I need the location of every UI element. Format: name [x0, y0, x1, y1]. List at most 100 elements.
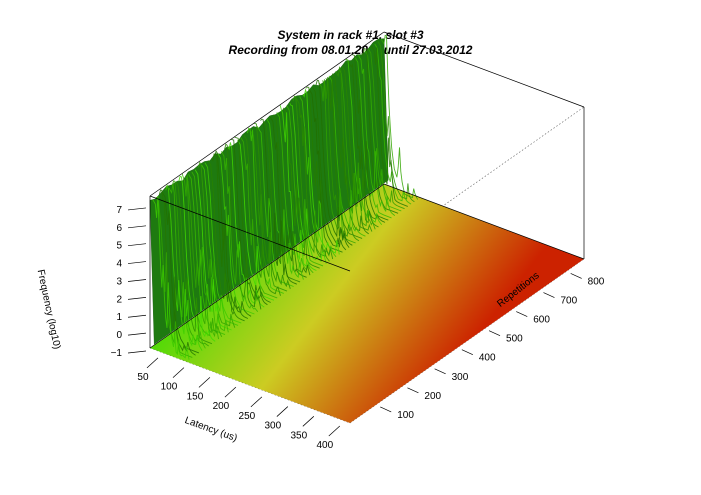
surface-ridge	[328, 75, 366, 237]
surface-ridge	[175, 182, 213, 345]
surface-ridge	[168, 184, 206, 349]
box-edge	[383, 183, 585, 260]
y-tick-label: 700	[560, 296, 577, 307]
box-front-edges	[149, 31, 585, 349]
z-tick-label: 6	[116, 223, 122, 234]
surface-ridge	[263, 121, 301, 283]
surface-ridge	[292, 95, 330, 262]
surface-ridge	[260, 118, 297, 285]
surface-ridge	[286, 105, 324, 267]
surface-ridge	[266, 119, 304, 280]
surface-ridge	[214, 149, 252, 317]
surface-ridge	[364, 50, 402, 212]
surface-ridge	[152, 195, 190, 360]
x-axis: 50 100 150 200 250 300 350 400	[137, 357, 341, 451]
x-tick	[146, 357, 159, 369]
z-tick	[127, 332, 147, 336]
z-tick	[127, 207, 147, 211]
z-tick-label: −1	[111, 348, 123, 359]
y-tick	[516, 311, 528, 317]
surface-ridge	[217, 153, 255, 315]
surface-ridge	[220, 151, 259, 312]
z-tick	[127, 297, 147, 300]
surface-floor	[150, 184, 584, 423]
surface-ridge	[318, 79, 356, 244]
surface-ridge	[197, 161, 236, 328]
box-edge-dotted	[349, 258, 585, 424]
x-tick-label: 150	[187, 391, 204, 402]
y-tick	[461, 349, 473, 356]
box-edge	[149, 195, 351, 272]
x-tick-label: 400	[316, 440, 333, 451]
surface-ridge	[345, 58, 383, 225]
y-tick	[380, 406, 392, 413]
surface-ridge	[322, 76, 360, 242]
x-tick	[276, 406, 289, 417]
surface-ridge	[234, 136, 271, 303]
surface-ridge	[185, 176, 223, 337]
chart-subtitle: Recording from 08.01.2011 until 27.03.20…	[228, 43, 473, 57]
surface-ridge	[312, 87, 350, 248]
y-tick	[407, 387, 419, 394]
y-tick-label: 300	[452, 372, 469, 383]
y-tick	[434, 368, 446, 375]
surface-ridge	[331, 73, 369, 235]
y-tick	[570, 273, 582, 279]
z-tick	[127, 225, 147, 229]
y-axis: 100 200 300 400 500 600 700 800	[380, 273, 605, 421]
x-tick	[172, 367, 185, 378]
y-tick-label: 800	[588, 276, 605, 287]
z-tick-label: 1	[116, 312, 122, 323]
chart-title-block: System in rack #1, slot #3 Recording fro…	[0, 28, 701, 58]
x-tick-label: 50	[137, 372, 149, 383]
surface-ridge	[165, 183, 203, 351]
surface-ridge	[380, 34, 419, 200]
surface-ridge	[256, 125, 294, 287]
box-edge	[149, 183, 385, 349]
surface-ridge	[211, 153, 249, 319]
y-tick-label: 200	[424, 391, 441, 402]
z-tick	[127, 243, 147, 247]
surface-ridge	[335, 66, 373, 232]
surface-ridge	[309, 89, 347, 251]
surface-ridge	[348, 61, 386, 223]
x-tick-label: 250	[239, 411, 256, 422]
surface-ridge	[178, 175, 216, 342]
surface-ridge	[279, 104, 317, 271]
x-tick-label: 100	[161, 382, 178, 393]
x-tick-label: 300	[265, 421, 282, 432]
z-tick-label: 3	[116, 276, 122, 287]
surface-ridge	[162, 192, 200, 354]
z-tick-label: 4	[116, 259, 122, 270]
surface-ridge	[240, 137, 278, 299]
x-tick-label: 200	[213, 401, 230, 412]
x-tick	[328, 425, 341, 437]
surface-ridge	[358, 55, 396, 216]
surface-spikes	[149, 34, 419, 360]
box-edge-dotted	[349, 106, 585, 272]
surface-ridge	[269, 116, 307, 278]
z-tick	[127, 279, 147, 282]
z-axis: −1 0 1 2 3 4 5 6 7	[111, 205, 147, 359]
surface-ridge	[207, 160, 245, 322]
surface-ridge	[237, 139, 275, 301]
box-edge	[149, 31, 385, 197]
z-axis-title: Frequency (log10)	[35, 269, 63, 351]
x-axis-title: Latency (us)	[183, 415, 238, 444]
surface-ridge	[377, 41, 415, 203]
z-tick-label: 0	[116, 330, 122, 341]
z-tick-label: 7	[116, 205, 122, 216]
surface-ridge	[315, 79, 353, 246]
y-tick-label: 400	[479, 353, 496, 364]
surface-ridge	[371, 45, 408, 207]
surface-ridge	[367, 48, 405, 210]
x-tick	[224, 386, 237, 398]
y-tick-label: 600	[533, 315, 550, 326]
surface-ridge	[361, 47, 399, 214]
box-edge-dotted	[149, 347, 351, 424]
surface-ridge	[188, 174, 226, 336]
surface-ridge	[250, 130, 288, 292]
surface-ridge	[230, 138, 268, 306]
z-tick-label: 5	[116, 241, 122, 252]
